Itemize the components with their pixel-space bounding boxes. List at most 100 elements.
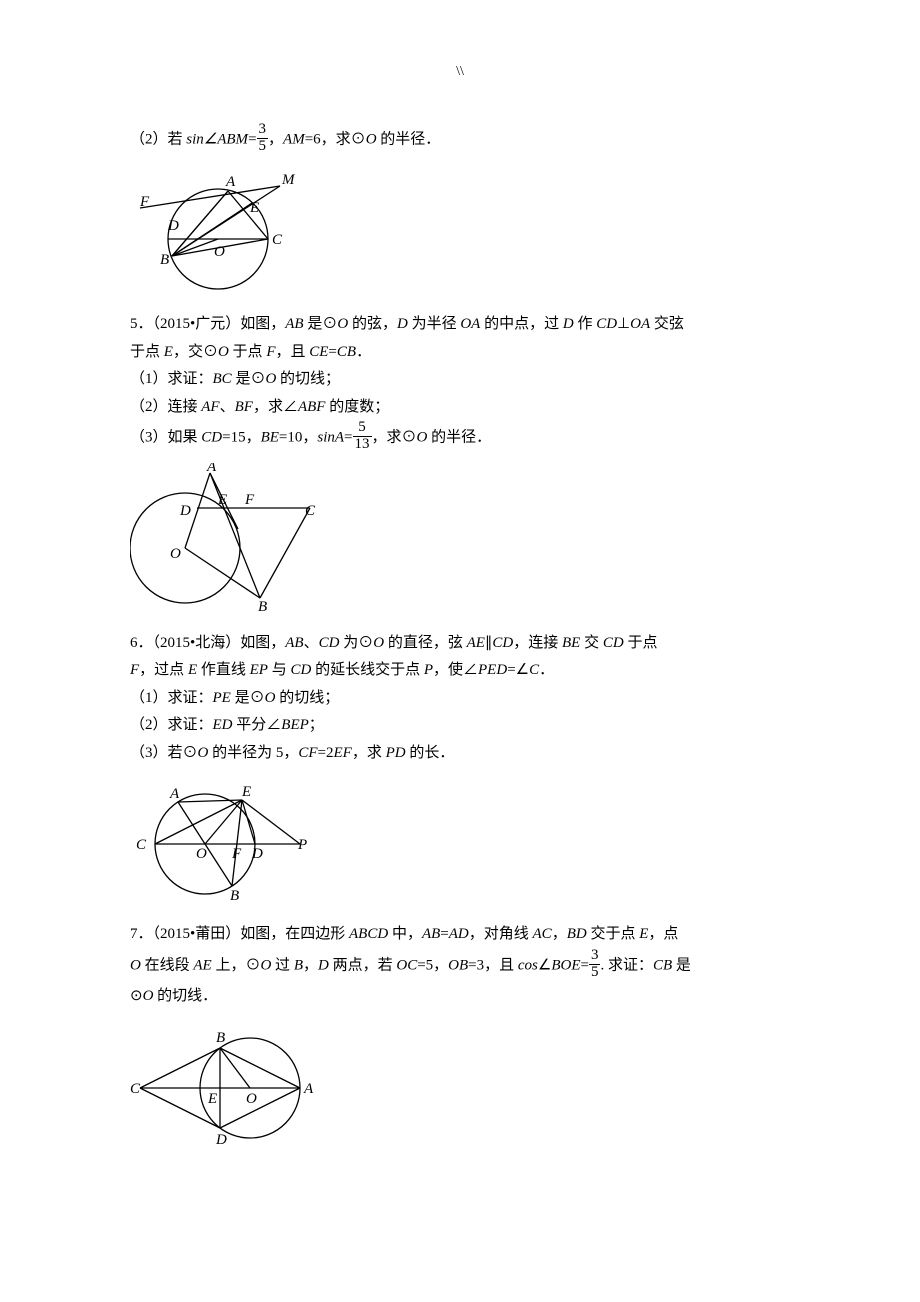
q7-l2j: 两点，若	[329, 957, 397, 973]
q6-lE: E	[241, 784, 251, 800]
q6-l1l: 交	[580, 635, 603, 651]
q5-p3h: O	[417, 430, 428, 446]
q4-label-O: O	[214, 244, 225, 260]
q5-line1: 5．（2015•广元）如图，AB 是⊙O 的弦，D 为半径 OA 的中点，过 D…	[130, 312, 790, 338]
q6-l1e: O	[373, 635, 384, 651]
q7-l2n: =3，且	[468, 957, 518, 973]
q6-p3b: 的半径为 5，	[208, 745, 298, 761]
q7-l1j: 交于点	[587, 926, 640, 942]
q6-p2c: BEP	[281, 717, 309, 733]
q4-sep: ，	[268, 131, 283, 147]
q7-l2o: cos	[518, 957, 538, 973]
q7-lE: E	[207, 1091, 217, 1107]
q4-label-D: D	[167, 218, 179, 234]
q7-l1d: =	[440, 926, 448, 942]
q4-part2: （2）若 sin∠ABM=35，AM=6，求⊙O 的半径．	[130, 124, 790, 157]
q4-am: AM	[283, 131, 305, 147]
q5-p3a: CD	[201, 430, 222, 446]
q7-l1b: 中，	[388, 926, 422, 942]
q5-frac: 513	[353, 420, 372, 453]
q5-l1j: 作	[574, 316, 597, 332]
q7-l2e: O	[260, 957, 271, 973]
q4-label-M: M	[281, 172, 296, 188]
q7-l1l: ，点	[648, 926, 678, 942]
q6-l2n: ．	[539, 662, 554, 678]
q5-l1m: OA	[630, 316, 650, 332]
q6-l1n: 于点	[624, 635, 658, 651]
q4-frac-num: 3	[257, 122, 269, 139]
q7-lO: O	[246, 1091, 257, 1107]
q5-lC: C	[305, 503, 316, 519]
q5-l1d: 的弦，	[348, 316, 397, 332]
q5-l1i: D	[563, 316, 574, 332]
q6-line2: F，过点 E 作直线 EP 与 CD 的延长线交于点 P，使∠PED=∠C．	[130, 658, 790, 684]
q6-l1j: ，连接	[513, 635, 562, 651]
q6-l1f: 的直径，弦	[384, 635, 467, 651]
q4-sin: sin	[186, 131, 204, 147]
q7-l2m: OB	[448, 957, 468, 973]
q5-p1a: BC	[213, 371, 232, 387]
q5-l1g: OA	[460, 316, 480, 332]
q6-l1i: CD	[492, 635, 513, 651]
q6-l2m: C	[529, 662, 539, 678]
q6: 6．（2015•北海）如图，AB、CD 为⊙O 的直径，弦 AE∥CD，连接 B…	[130, 631, 790, 767]
q5-p3b: =15，	[222, 430, 260, 446]
q4-angle: ∠ABM	[204, 131, 248, 147]
q6-p3g: PD	[386, 745, 406, 761]
q5-l2d: O	[218, 344, 229, 360]
q4-label-B: B	[160, 252, 169, 268]
q6-lP: P	[297, 837, 307, 853]
q6-p1d: 的切线；	[275, 690, 339, 706]
q6-p2d: ；	[309, 717, 324, 733]
q4-label-E: E	[249, 200, 259, 216]
q5-l1a: AB	[285, 316, 303, 332]
q7-frac-num: 3	[589, 948, 601, 965]
q7-l1c: AB	[422, 926, 440, 942]
q6-p1b: 是⊙	[231, 690, 265, 706]
q6-l2b: ，过点	[139, 662, 188, 678]
q5-p1b: 是⊙	[232, 371, 266, 387]
q5-l2b: E	[164, 344, 173, 360]
q5-l2c: ，交⊙	[173, 344, 218, 360]
q5-lF: F	[244, 492, 255, 508]
q5-l2e: 于点	[229, 344, 267, 360]
q5-p2c: BF	[235, 399, 253, 415]
q5-l1h: 的中点，过	[480, 316, 563, 332]
q7-l2p: ∠	[538, 957, 551, 973]
q5-p3d: =10，	[279, 430, 317, 446]
q7-frac-den: 5	[589, 965, 601, 981]
q5-p3-pre: （3）如果	[130, 430, 201, 446]
q6-l1a: AB	[285, 635, 303, 651]
q5-l1c: O	[337, 316, 348, 332]
q6-lC: C	[136, 837, 147, 853]
q7-l1h: ，	[552, 926, 567, 942]
q5-line2: 于点 E，交⊙O 于点 F，且 CE=CB．	[130, 340, 790, 366]
q6-p2b: 平分∠	[233, 717, 282, 733]
q7-l2b: 在线段	[141, 957, 194, 973]
q7-l2k: OC	[396, 957, 417, 973]
q5-lB: B	[258, 599, 267, 613]
q7-l2c: AE	[193, 957, 211, 973]
q7-line1: 7．（2015•莆田）如图，在四边形 ABCD 中，AB=AD，对角线 AC，B…	[130, 922, 790, 948]
q7-l3c: 的切线．	[153, 988, 217, 1004]
q4-label-C: C	[272, 232, 283, 248]
q4-label-F: F	[139, 194, 150, 210]
q5-p1: （1）求证：BC 是⊙O 的切线；	[130, 367, 790, 393]
q5-lA: A	[206, 463, 217, 475]
q6-l2j: ，使∠	[433, 662, 478, 678]
q7-l2l: =5，	[417, 957, 448, 973]
q5-lE: E	[217, 492, 227, 508]
q5-l2g: ，且	[275, 344, 309, 360]
q7-lD: D	[215, 1132, 227, 1148]
q4-p2-prefix: （2）若	[130, 131, 186, 147]
q6-p3: （3）若⊙O 的半径为 5，CF=2EF，求 PD 的长．	[130, 741, 790, 767]
q5-p1-pre: （1）求证：	[130, 371, 213, 387]
q7-l2r: =	[581, 957, 589, 973]
page-header: \\	[130, 60, 790, 84]
q6-l2c: E	[188, 662, 197, 678]
q5: 5．（2015•广元）如图，AB 是⊙O 的弦，D 为半径 OA 的中点，过 D…	[130, 312, 790, 455]
q6-l1: 6．（2015•北海）如图，	[130, 635, 285, 651]
q6-l1b: 、	[304, 635, 319, 651]
q6-l1d: 为⊙	[339, 635, 373, 651]
q5-p2-pre: （2）连接	[130, 399, 201, 415]
